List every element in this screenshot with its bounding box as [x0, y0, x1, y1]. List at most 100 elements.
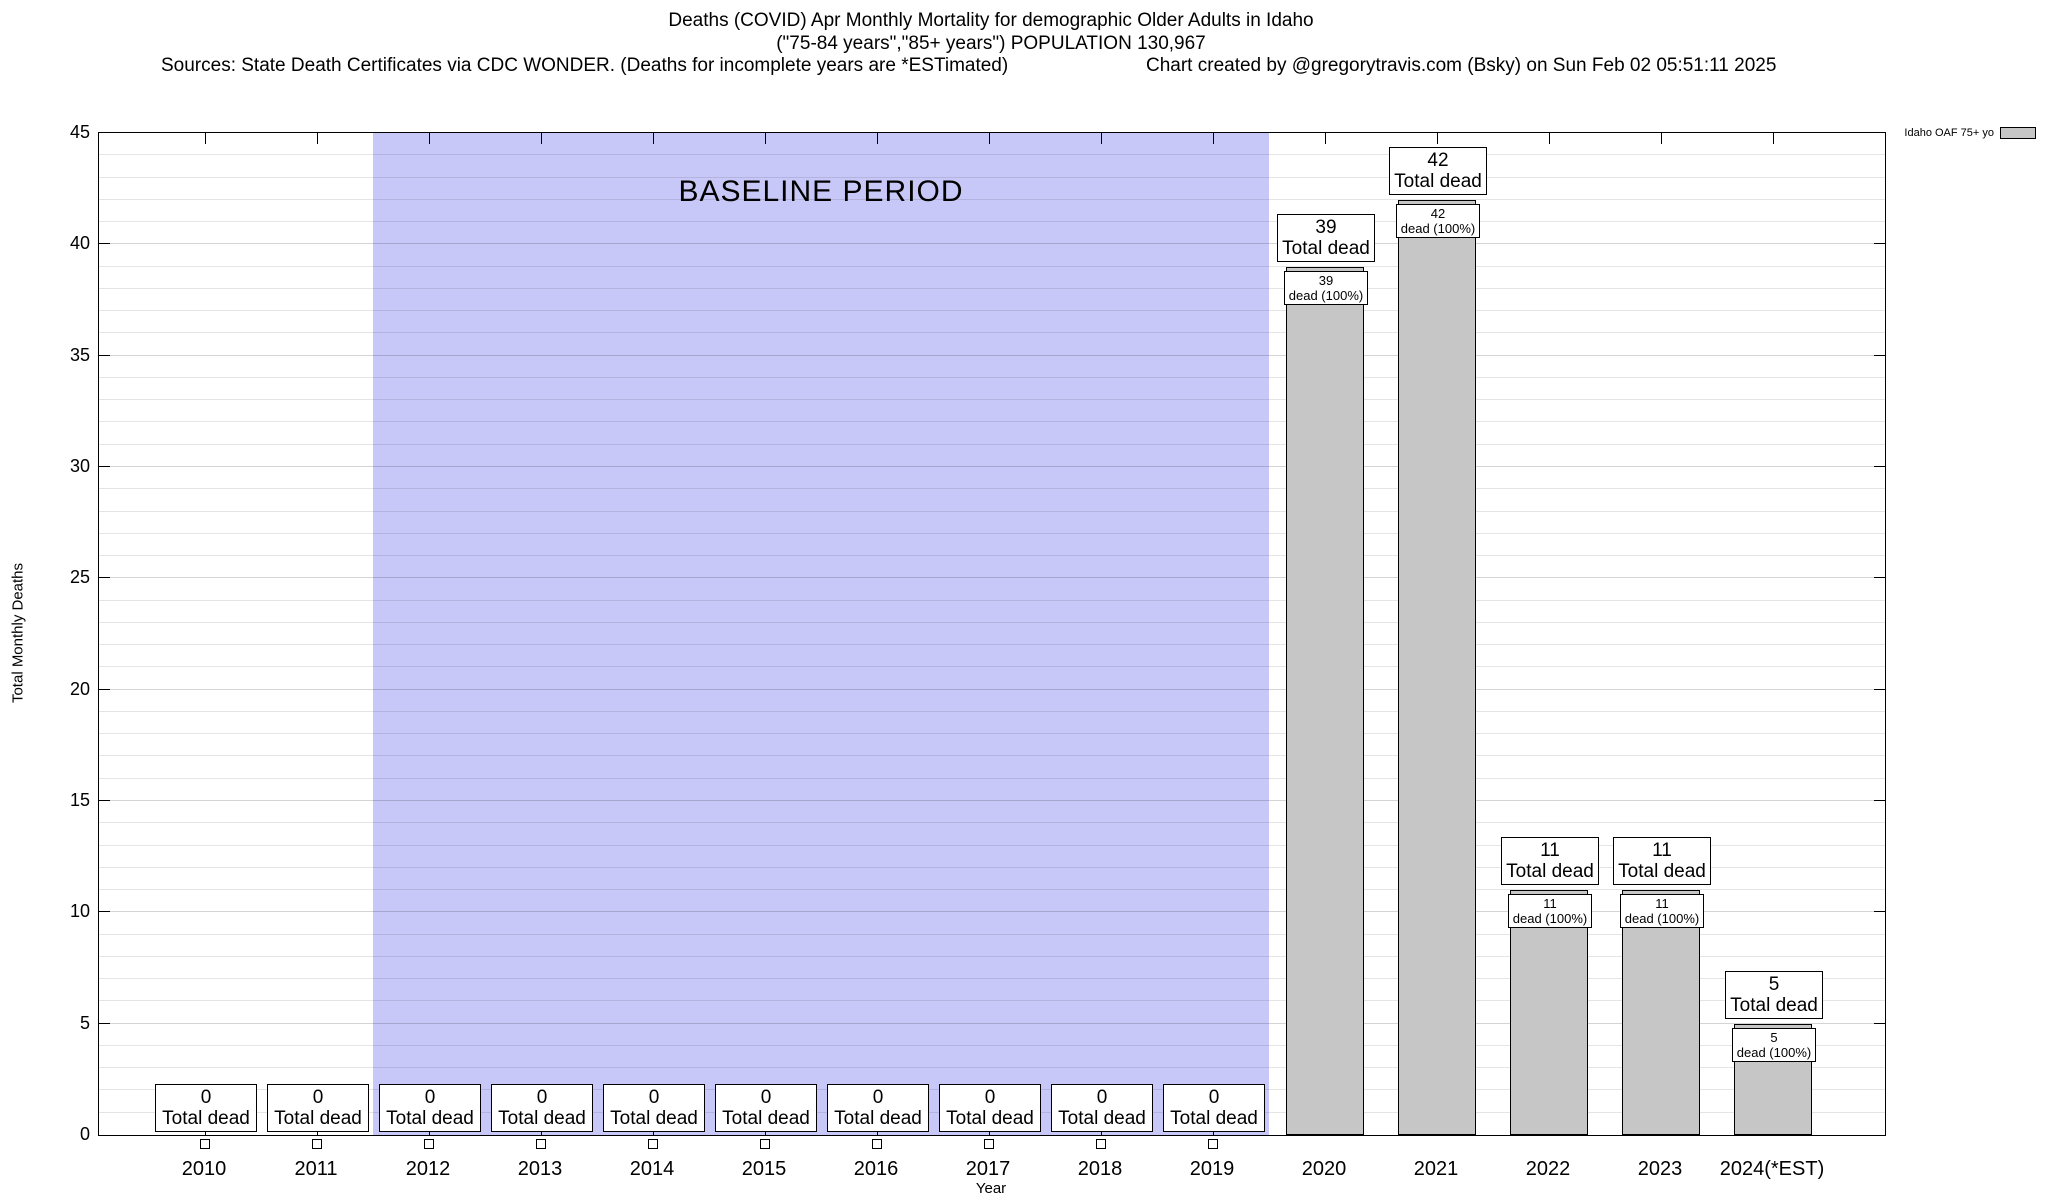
y-tick-left — [99, 688, 110, 690]
gridline-14 — [99, 822, 1885, 824]
zero-marker-2012 — [424, 1139, 434, 1149]
zero-value: 0 — [648, 1087, 660, 1108]
x-tick-label-2015: 2015 — [741, 1158, 787, 1180]
y-tick-label: 40 — [69, 233, 90, 254]
gridline-33 — [99, 399, 1885, 401]
x-tick-label-2023: 2023 — [1637, 1158, 1683, 1180]
bar-label-box-2021: 42 Total dead — [1389, 146, 1487, 195]
legend-series-label: Idaho OAF 75+ yo — [1904, 127, 1994, 139]
x-tick-top — [653, 133, 654, 144]
zero-value: 0 — [536, 1087, 548, 1108]
y-tick-left — [99, 800, 110, 801]
zero-caption: Total dead — [274, 1108, 362, 1129]
bar-label-box-2023: 11 Total dead — [1613, 837, 1711, 886]
zero-marker-2016 — [872, 1139, 882, 1149]
gridline-7 — [99, 978, 1885, 980]
chart-subtitle: ("75-84 years","85+ years") POPULATION 1… — [776, 33, 1206, 54]
zero-caption: Total dead — [1170, 1108, 1258, 1129]
gridline-26 — [99, 555, 1885, 557]
zero-caption: Total dead — [722, 1108, 810, 1129]
y-tick-right — [1874, 354, 1885, 356]
bar-value: 11 — [1540, 840, 1560, 862]
y-tick-right — [1874, 243, 1885, 245]
y-tick-left — [99, 466, 110, 467]
x-tick-label-2010: 2010 — [181, 1158, 227, 1180]
x-tick-label-2022: 2022 — [1525, 1158, 1571, 1180]
gridline-35 — [99, 354, 1885, 356]
bar-2021 — [1398, 199, 1476, 1135]
y-tick-label: 10 — [69, 901, 90, 922]
zero-marker-2019 — [1208, 1139, 1218, 1149]
zero-marker-2014 — [648, 1139, 658, 1149]
sources-note: Sources: State Death Certificates via CD… — [161, 55, 1009, 76]
gridline-42 — [99, 198, 1885, 200]
x-tick-label-2016: 2016 — [853, 1158, 899, 1180]
baseline-region: BASELINE PERIOD — [373, 133, 1269, 1135]
bar-value: 11 — [1652, 840, 1672, 862]
inner-caption: dead (100%) — [1624, 911, 1700, 927]
plot-area: BASELINE PERIOD 0 Total dead 0 Total dead 0 T… — [98, 132, 1886, 1136]
bar-label-box-2024(*EST): 5 Total dead — [1725, 970, 1823, 1019]
zero-value: 0 — [1208, 1087, 1220, 1108]
gridline-12 — [99, 866, 1885, 868]
bar-caption: Total dead — [1730, 994, 1818, 1016]
zero-label-box-2018: 0 Total dead — [1051, 1084, 1153, 1132]
y-tick-label: 5 — [79, 1012, 90, 1033]
x-tick-label-2017: 2017 — [965, 1158, 1011, 1180]
y-tick-right — [1874, 1022, 1885, 1024]
legend: Idaho OAF 75+ yo — [1904, 127, 2036, 139]
gridline-6 — [99, 1000, 1885, 1002]
x-tick-label-2014: 2014 — [629, 1158, 675, 1180]
y-tick-label: 45 — [69, 122, 90, 142]
gridline-32 — [99, 421, 1885, 423]
gridline-23 — [99, 621, 1885, 623]
bar-value: 42 — [1427, 149, 1449, 171]
bar-caption: Total dead — [1618, 861, 1706, 883]
gridline-11 — [99, 889, 1885, 891]
gridline-28 — [99, 510, 1885, 512]
y-tick-right — [1874, 800, 1885, 801]
zero-label-box-2011: 0 Total dead — [267, 1084, 369, 1132]
x-tick-top — [1437, 133, 1438, 144]
x-tick-top — [877, 133, 878, 144]
bar-inner-box-2023: 11 dead (100%) — [1620, 894, 1704, 929]
credit-note: Chart created by @gregorytravis.com (Bsk… — [1146, 55, 1777, 76]
inner-value: 42 — [1430, 205, 1446, 221]
zero-marker-2013 — [536, 1139, 546, 1149]
gridline-22 — [99, 644, 1885, 646]
bar-2022 — [1510, 890, 1588, 1135]
x-tick-label-2021: 2021 — [1413, 1158, 1459, 1180]
zero-caption: Total dead — [162, 1108, 250, 1129]
y-tick-label: 25 — [69, 567, 90, 588]
gridline-17 — [99, 755, 1885, 757]
x-tick-label-2013: 2013 — [517, 1158, 563, 1180]
zero-label-box-2014: 0 Total dead — [603, 1084, 705, 1132]
zero-marker-2010 — [200, 1139, 210, 1149]
gridline-19 — [99, 710, 1885, 712]
gridline-29 — [99, 488, 1885, 490]
y-tick-label: 35 — [69, 344, 90, 365]
gridline-18 — [99, 733, 1885, 735]
inner-caption: dead (100%) — [1288, 287, 1364, 303]
gridline-10 — [99, 911, 1885, 913]
gridline-15 — [99, 800, 1885, 801]
x-tick-top — [317, 133, 318, 144]
y-tick-right — [1874, 466, 1885, 467]
zero-value: 0 — [984, 1087, 996, 1108]
zero-label-box-2017: 0 Total dead — [939, 1084, 1041, 1132]
y-tick-right — [1874, 688, 1885, 690]
zero-marker-2011 — [312, 1139, 322, 1149]
y-tick-right — [1874, 911, 1885, 913]
gridline-41 — [99, 221, 1885, 223]
x-tick-top — [1325, 133, 1326, 144]
bar-caption: Total dead — [1506, 861, 1594, 883]
y-tick-label: 0 — [79, 1124, 90, 1144]
zero-caption: Total dead — [498, 1108, 586, 1129]
zero-caption: Total dead — [610, 1108, 698, 1129]
x-tick-top — [1101, 133, 1102, 144]
gridline-36 — [99, 332, 1885, 334]
zero-marker-2017 — [984, 1139, 994, 1149]
x-tick-top — [989, 133, 990, 144]
x-tick-top — [205, 133, 206, 144]
